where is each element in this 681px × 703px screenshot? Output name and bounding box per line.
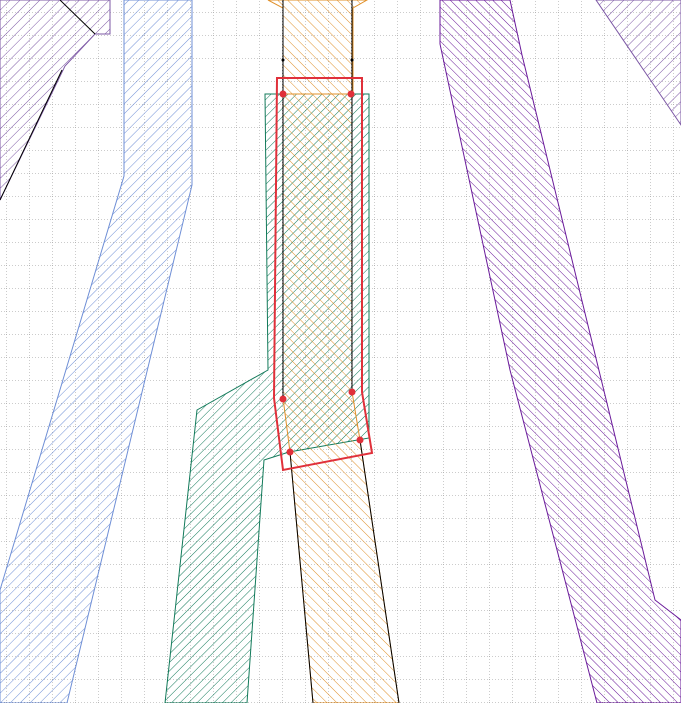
vertex-handle[interactable] bbox=[347, 90, 355, 98]
blue-strip[interactable] bbox=[0, 0, 193, 703]
selection-outline[interactable] bbox=[272, 77, 374, 472]
purple-shape-top-right[interactable] bbox=[595, 0, 681, 126]
guide-line-right-lower bbox=[359, 439, 400, 703]
purple-strip-right[interactable] bbox=[439, 0, 681, 703]
guide-line-top-left-2 bbox=[59, 0, 96, 35]
vertex-handle[interactable] bbox=[279, 395, 287, 403]
guide-line-left-lower bbox=[289, 451, 314, 703]
vertex-handle[interactable] bbox=[286, 448, 294, 456]
guide-node bbox=[281, 58, 285, 62]
vertex-handle[interactable] bbox=[356, 436, 364, 444]
vertex-handle[interactable] bbox=[348, 388, 356, 396]
vertex-handle[interactable] bbox=[279, 90, 287, 98]
guide-node bbox=[350, 58, 354, 62]
selection-vertices bbox=[279, 90, 364, 456]
guide-line-top-left bbox=[0, 69, 63, 201]
